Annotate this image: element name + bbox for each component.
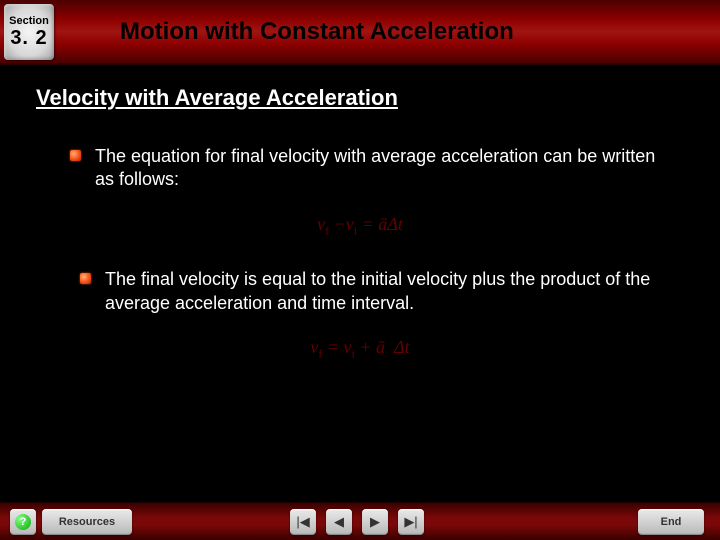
chapter-title: Motion with Constant Acceleration — [120, 18, 514, 46]
bullet-item: The equation for final velocity with ave… — [70, 145, 684, 192]
chevron-left-icon: ◀ — [334, 514, 344, 530]
prev-button[interactable]: ◀ — [326, 509, 352, 535]
end-label: End — [661, 516, 682, 528]
slide-title: Velocity with Average Acceleration — [36, 85, 684, 111]
chevron-right-icon: ▶ — [370, 514, 380, 530]
help-icon: ? — [15, 514, 31, 530]
slide-content: Velocity with Average Acceleration The e… — [0, 65, 720, 362]
resources-label: Resources — [59, 516, 115, 528]
next-button[interactable]: ▶ — [362, 509, 388, 535]
bullet-item: The final velocity is equal to the initi… — [80, 268, 684, 315]
bullet-icon — [70, 150, 81, 161]
section-badge: Section 3. 2 — [4, 4, 54, 60]
equation-2: vf = vi + ā Δt — [36, 337, 684, 362]
section-label: Section — [9, 15, 49, 27]
section-number: 3. 2 — [10, 27, 47, 50]
last-button[interactable]: ▶| — [398, 509, 424, 535]
bullet-icon — [80, 273, 91, 284]
equation-1: vf −vi = āΔt — [36, 214, 684, 239]
end-button[interactable]: End — [638, 509, 704, 535]
first-icon: |◀ — [296, 514, 309, 530]
first-button[interactable]: |◀ — [290, 509, 316, 535]
bullet-text: The equation for final velocity with ave… — [95, 145, 660, 192]
resources-button[interactable]: Resources — [42, 509, 132, 535]
last-icon: ▶| — [404, 514, 417, 530]
footer-bar: ? Resources |◀ ◀ ▶ ▶| End — [0, 502, 720, 540]
help-button[interactable]: ? — [10, 509, 36, 535]
bullet-text: The final velocity is equal to the initi… — [105, 268, 670, 315]
nav-group: |◀ ◀ ▶ ▶| — [290, 509, 430, 535]
header-bar: Section 3. 2 Motion with Constant Accele… — [0, 0, 720, 65]
